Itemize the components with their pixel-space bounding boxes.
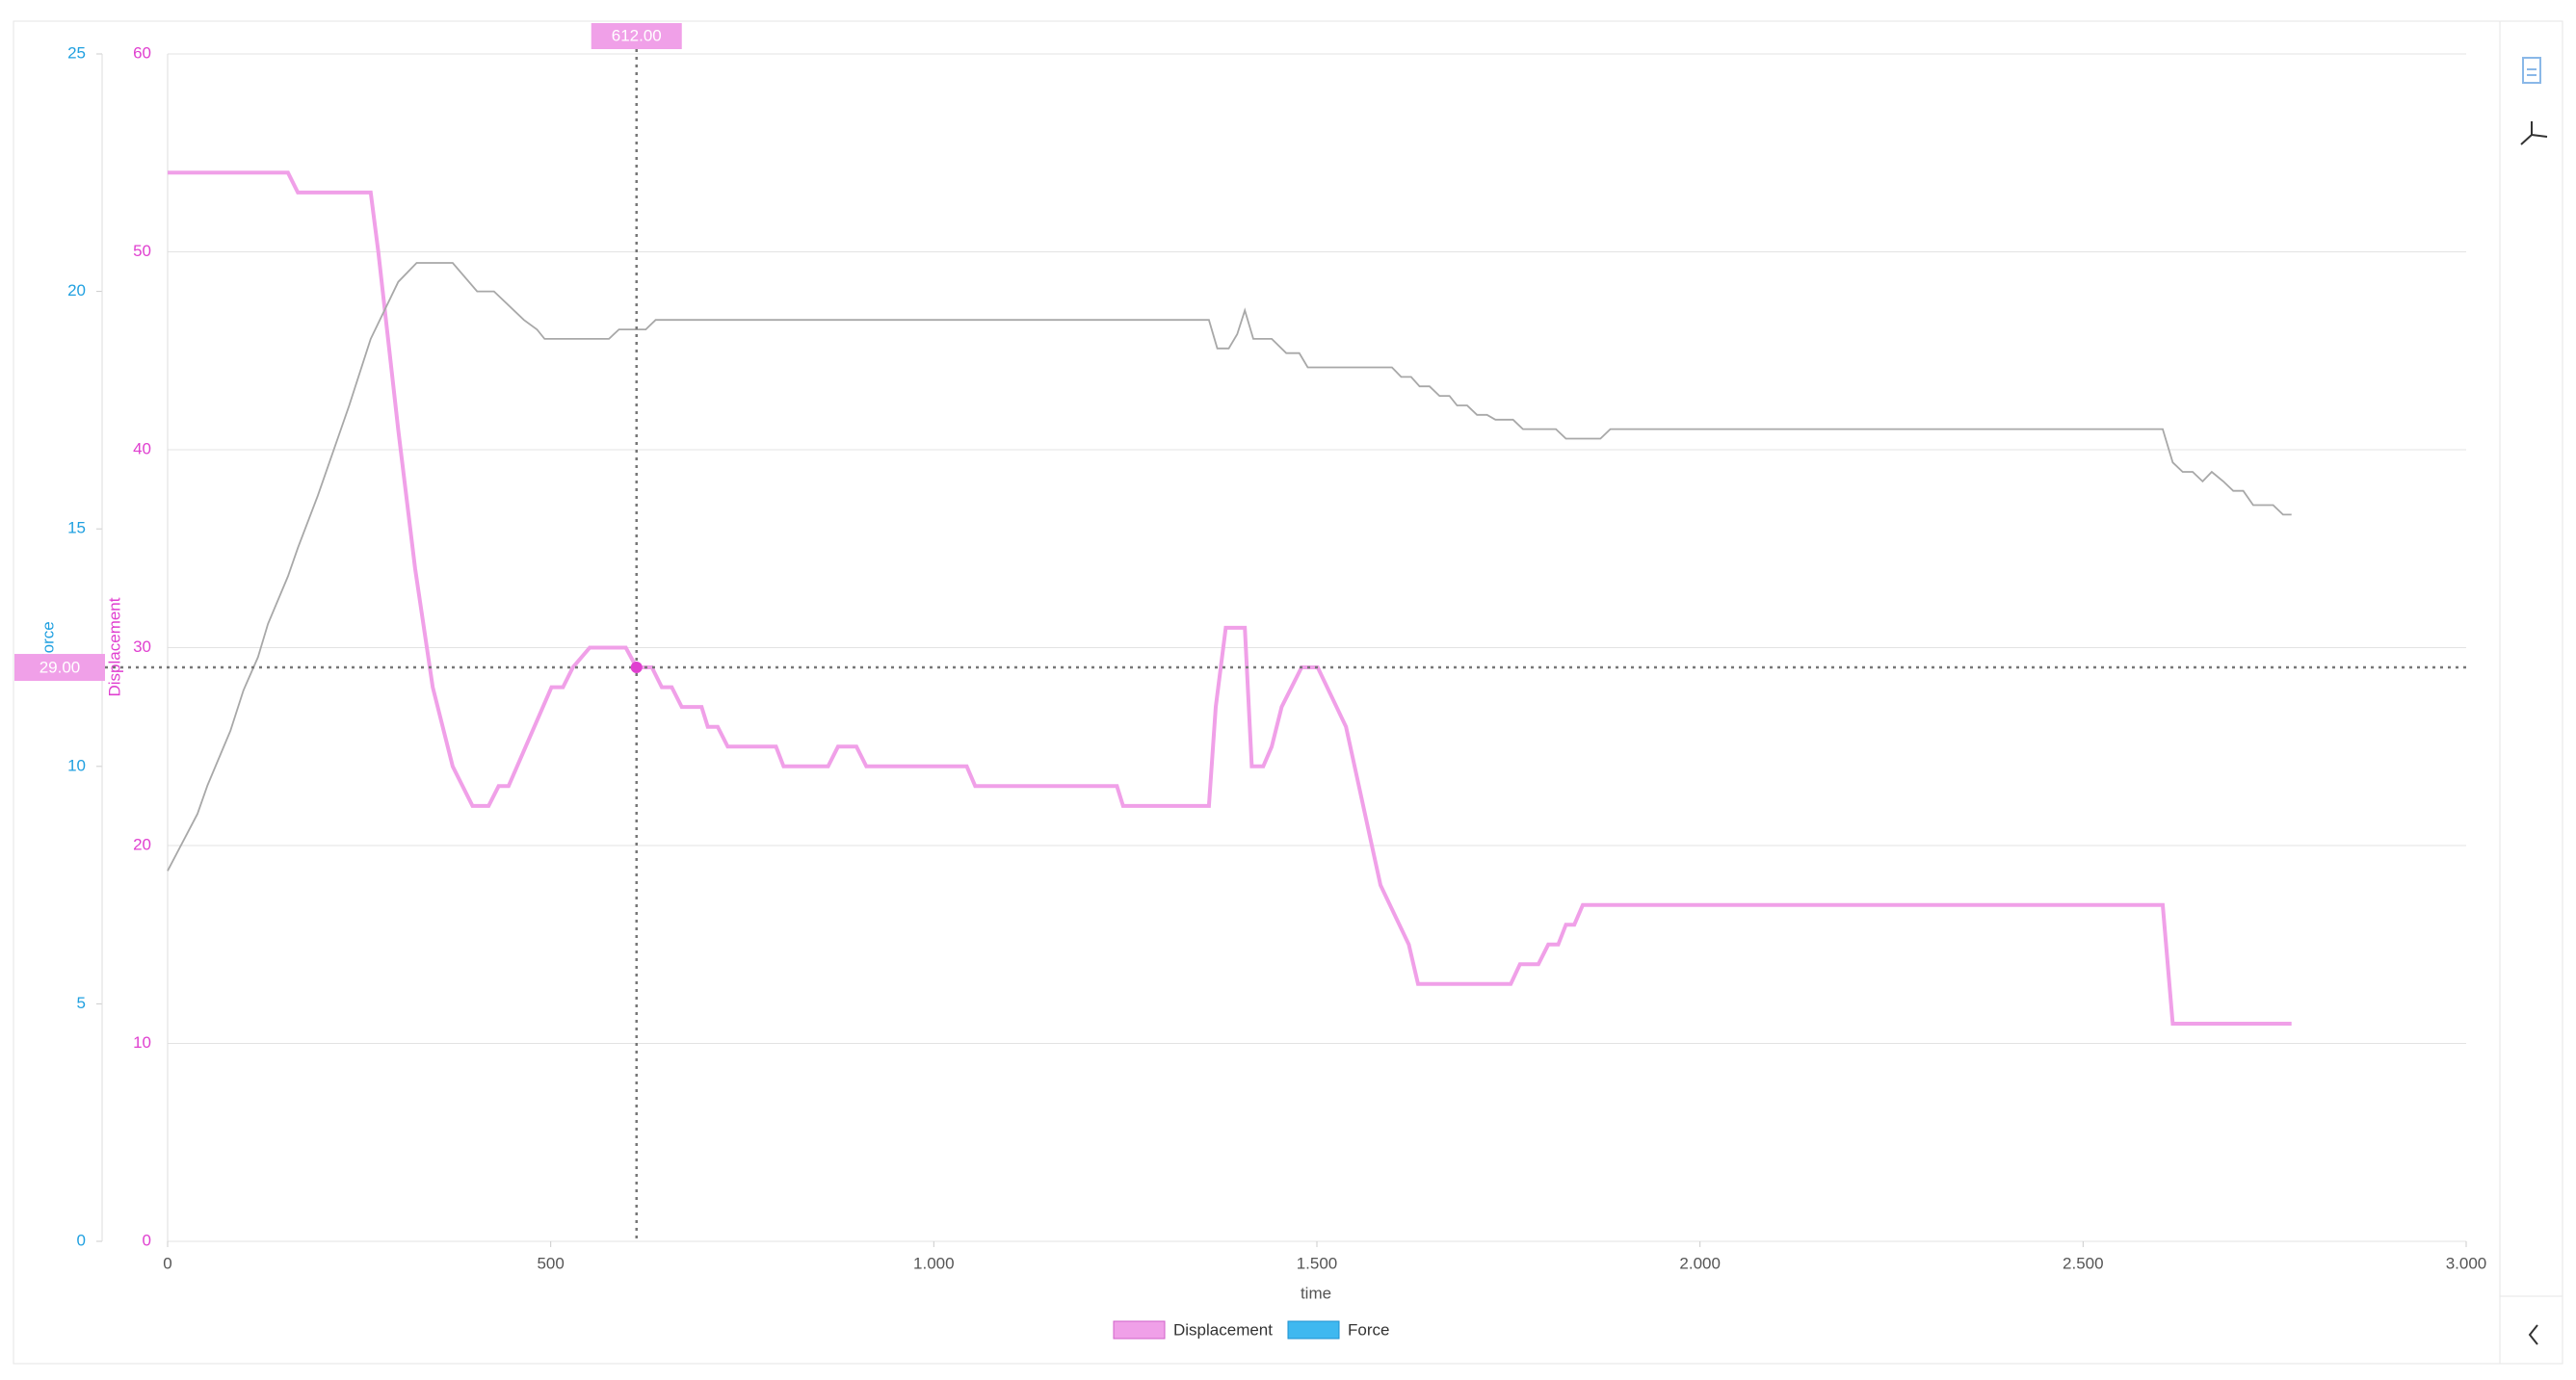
legend-swatch: [1287, 1320, 1340, 1340]
collapse-button[interactable]: [2528, 1324, 2538, 1345]
y2-tick-label: 25: [67, 43, 86, 62]
y-tick-label: 60: [133, 43, 151, 62]
y2-tick-label: 0: [77, 1231, 86, 1249]
crosshair-x-box: [591, 23, 682, 49]
x-tick-label: 2.000: [1679, 1254, 1721, 1272]
y-axis-title: Displacement: [105, 597, 123, 696]
y-tick-label: 30: [133, 638, 151, 656]
crosshair-x-label: 612.00: [612, 26, 662, 44]
legend-label: Force: [1348, 1320, 1389, 1339]
crosshair-point: [630, 662, 643, 674]
legend-swatch: [1113, 1320, 1166, 1340]
x-tick-label: 500: [537, 1254, 564, 1272]
x-tick-label: 1.500: [1297, 1254, 1338, 1272]
series-line: [168, 170, 2292, 1026]
y-tick-label: 0: [143, 1231, 151, 1249]
axes-icon[interactable]: [2520, 121, 2548, 145]
y2-tick-label: 15: [67, 519, 86, 537]
y2-tick-label: 10: [67, 756, 86, 774]
y2-axis-title: Force: [39, 621, 57, 663]
y-tick-label: 10: [133, 1033, 151, 1052]
y2-tick-label: 20: [67, 281, 86, 299]
x-tick-label: 3.000: [2446, 1254, 2487, 1272]
crosshair-y-label: 29.00: [39, 659, 81, 677]
series-line: [167, 262, 2292, 872]
crosshair-y-box: [14, 654, 105, 682]
y-tick-label: 20: [133, 835, 151, 853]
y-tick-label: 40: [133, 439, 151, 457]
sidebar-icon[interactable]: [2522, 57, 2541, 84]
x-tick-label: 2.500: [2063, 1254, 2104, 1272]
y2-tick-label: 5: [77, 994, 86, 1012]
frame: [13, 20, 2563, 1365]
x-tick-label: 1.000: [913, 1254, 955, 1272]
y-tick-label: 50: [133, 242, 151, 260]
x-axis-title: time: [1301, 1284, 1331, 1302]
x-tick-label: 0: [163, 1254, 171, 1272]
legend-label: Displacement: [1173, 1320, 1273, 1339]
